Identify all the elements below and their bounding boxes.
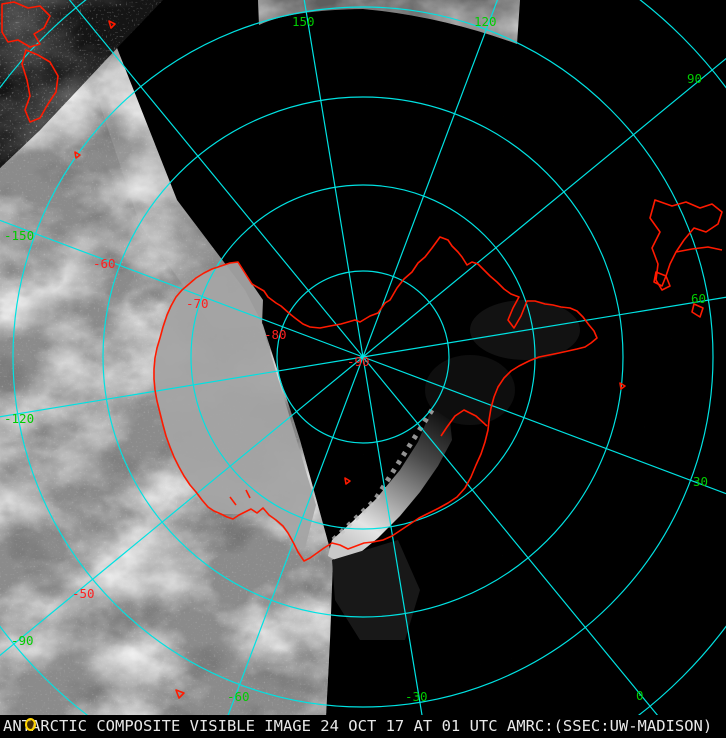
meridian-60e (362, 296, 726, 358)
new-zealand-south-island (21, 49, 59, 123)
latitude-circle-50s (12, 6, 714, 708)
caption-text: ANTARCTIC COMPOSITE VISIBLE IMAGE 24 OCT… (3, 717, 713, 735)
lon-label: -90 (11, 633, 34, 648)
meridian-180 (68, 0, 364, 358)
small-island (108, 20, 116, 29)
longitude-labels: 150 120 90 60 30 0 -150 -120 -90 -60 -30 (4, 14, 708, 704)
small-island (74, 151, 81, 159)
lon-label: 90 (687, 71, 702, 86)
latitude-circle-60s (102, 96, 624, 618)
coastline-layer (1, 1, 723, 699)
lat-label: -50 (72, 586, 95, 601)
station-marker-icon (25, 718, 36, 731)
island-coastline (675, 246, 723, 253)
meridian-150e (303, 0, 364, 358)
lat-label: -60 (93, 256, 116, 271)
meridian-90e (362, 57, 726, 358)
ice-shelf-edge (440, 409, 488, 437)
small-island (229, 496, 237, 506)
lon-label: -30 (405, 689, 428, 704)
meridian-0 (362, 356, 660, 717)
meridian-30w (362, 356, 423, 717)
meridian-120w (0, 356, 364, 418)
lon-label: 60 (691, 291, 706, 306)
latitude-labels: -50 -60 -70 -80 -90 (72, 256, 370, 601)
lat-label: -80 (264, 327, 287, 342)
lon-label: -120 (4, 411, 34, 426)
latitude-circle-70s (190, 184, 536, 530)
small-island (691, 303, 704, 318)
caption-bar: ANTARCTIC COMPOSITE VISIBLE IMAGE 24 OCT… (0, 715, 726, 738)
meridian-120e (362, 0, 499, 358)
latitude-circle-80s (276, 270, 450, 444)
small-island (653, 271, 667, 287)
lat-label: -90 (347, 354, 370, 369)
small-island (245, 489, 251, 499)
meridian-150w (0, 219, 364, 358)
antarctica-coastline (153, 236, 598, 562)
small-island (175, 689, 185, 699)
new-zealand-north-island (1, 1, 51, 48)
lon-label: -60 (227, 689, 250, 704)
lon-label: 120 (474, 14, 497, 29)
lon-label: 150 (292, 14, 315, 29)
meridian-90w (0, 356, 364, 657)
lon-label: 30 (693, 474, 708, 489)
lat-label: -70 (186, 296, 209, 311)
ice-sheet-sunlit (154, 262, 316, 549)
small-island (344, 477, 351, 485)
meridian-60w (226, 356, 364, 717)
lon-label: 0 (636, 688, 644, 703)
small-island (619, 382, 626, 390)
meridian-30e (362, 356, 726, 495)
lon-label: -150 (4, 228, 34, 243)
